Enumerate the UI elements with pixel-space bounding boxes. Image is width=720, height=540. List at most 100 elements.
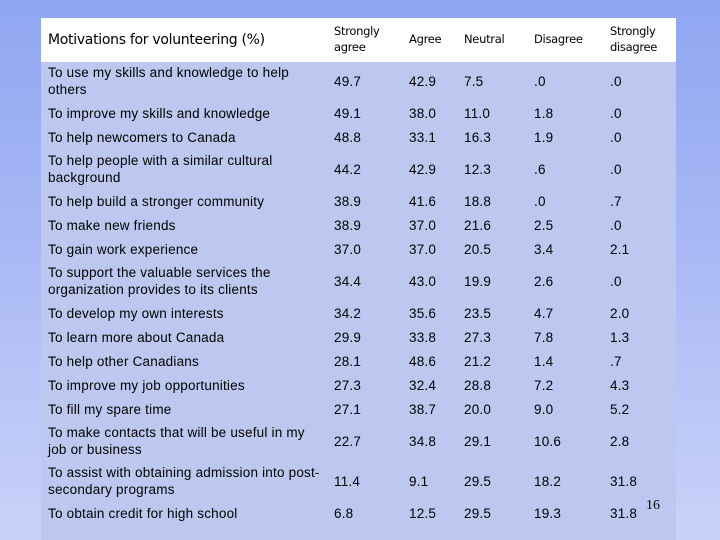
- table-row: To use my skills and knowledge to help o…: [41, 62, 676, 102]
- table-row: To obtain credit for high school 6.8 12.5 2…: [41, 502, 676, 526]
- neutral-cell: 19.9: [464, 273, 492, 289]
- header-cell-agree: Agree: [409, 32, 442, 47]
- agree-cell: 12.5: [409, 505, 437, 521]
- motivation-cell: To use my skills and knowledge to help o…: [48, 65, 289, 97]
- strongly-disagree-cell: 2.1: [610, 241, 630, 257]
- motivation-cell: To help newcomers to Canada: [48, 129, 236, 145]
- strongly-disagree-cell: .0: [610, 73, 622, 89]
- strongly-agree-cell: 38.9: [334, 217, 362, 233]
- strongly-agree-cell: 34.4: [334, 273, 362, 289]
- header-cell-strongly-disagree: Strongly disagree: [610, 24, 658, 54]
- neutral-cell: 21.2: [464, 353, 492, 369]
- neutral-cell: 21.6: [464, 217, 492, 233]
- strongly-agree-cell: 22.7: [334, 433, 362, 449]
- disagree-cell: 9.0: [534, 401, 554, 417]
- disagree-cell: 2.6: [534, 273, 554, 289]
- table-row: To help people with a similar cultural b…: [41, 150, 676, 190]
- neutral-cell: 29.1: [464, 433, 492, 449]
- neutral-cell: 29.5: [464, 505, 492, 521]
- motivation-cell: To obtain credit for high school: [48, 505, 238, 521]
- strongly-disagree-cell: .0: [610, 217, 622, 233]
- strongly-disagree-cell: 2.0: [610, 305, 630, 321]
- strongly-disagree-cell: .0: [610, 161, 622, 177]
- slide-panel: Motivations for volunteering (%) Strongl…: [41, 18, 676, 540]
- strongly-disagree-cell: .0: [610, 273, 622, 289]
- strongly-agree-cell: 49.1: [334, 105, 362, 121]
- disagree-cell: 3.4: [534, 241, 554, 257]
- strongly-agree-cell: 34.2: [334, 305, 362, 321]
- motivation-cell: To fill my spare time: [48, 401, 172, 417]
- strongly-agree-cell: 48.8: [334, 129, 362, 145]
- motivation-cell: To improve my skills and knowledge: [48, 105, 271, 121]
- page-number: 16: [646, 498, 660, 513]
- strongly-agree-cell: 38.9: [334, 193, 362, 209]
- motivation-cell: To gain work experience: [48, 241, 199, 257]
- header-cell-neutral: Neutral: [464, 32, 505, 47]
- strongly-disagree-cell: 31.8: [610, 473, 638, 489]
- agree-cell: 33.1: [409, 129, 437, 145]
- agree-cell: 35.6: [409, 305, 437, 321]
- agree-cell: 38.0: [409, 105, 437, 121]
- agree-cell: 9.1: [409, 473, 429, 489]
- agree-cell: 42.9: [409, 161, 437, 177]
- strongly-agree-cell: 28.1: [334, 353, 362, 369]
- neutral-cell: 7.5: [464, 73, 484, 89]
- strongly-disagree-cell: 2.8: [610, 433, 630, 449]
- table-row: To gain work experience 37.0 37.0 20.5 3.4 2.…: [41, 238, 676, 262]
- strongly-disagree-cell: 5.2: [610, 401, 630, 417]
- disagree-cell: 4.7: [534, 305, 554, 321]
- strongly-agree-cell: 37.0: [334, 241, 362, 257]
- strongly-disagree-cell: 1.3: [610, 329, 630, 345]
- strongly-agree-cell: 29.9: [334, 329, 362, 345]
- neutral-cell: 29.5: [464, 473, 492, 489]
- disagree-cell: 1.4: [534, 353, 554, 369]
- disagree-cell: 7.2: [534, 377, 554, 393]
- disagree-cell: 2.5: [534, 217, 554, 233]
- motivation-cell: To help build a stronger community: [48, 193, 265, 209]
- table-header-row: Motivations for volunteering (%) Strongl…: [41, 18, 676, 62]
- header-cell-strongly-agree: Strongly agree: [334, 24, 380, 54]
- motivation-cell: To support the valuable services the org…: [48, 265, 271, 297]
- neutral-cell: 28.8: [464, 377, 492, 393]
- motivation-cell: To develop my own interests: [48, 305, 224, 321]
- table-row: To fill my spare time 27.1 38.7 20.0 9.0 5.2: [41, 398, 676, 422]
- neutral-cell: 18.8: [464, 193, 492, 209]
- agree-cell: 33.8: [409, 329, 437, 345]
- agree-cell: 32.4: [409, 377, 437, 393]
- agree-cell: 41.6: [409, 193, 437, 209]
- strongly-disagree-cell: .0: [610, 129, 622, 145]
- strongly-disagree-cell: 4.3: [610, 377, 630, 393]
- table-row: To help newcomers to Canada 48.8 33.1 16.3 1…: [41, 126, 676, 150]
- table-body: To use my skills and knowledge to help o…: [41, 62, 676, 526]
- motivation-cell: To make contacts that will be useful in …: [48, 425, 305, 457]
- strongly-agree-cell: 27.3: [334, 377, 362, 393]
- neutral-cell: 20.0: [464, 401, 492, 417]
- motivation-cell: To improve my job opportunities: [48, 377, 245, 393]
- motivation-cell: To learn more about Canada: [48, 329, 225, 345]
- disagree-cell: .0: [534, 193, 546, 209]
- disagree-cell: 1.8: [534, 105, 554, 121]
- agree-cell: 37.0: [409, 241, 437, 257]
- disagree-cell: 1.9: [534, 129, 554, 145]
- motivation-cell: To make new friends: [48, 217, 176, 233]
- agree-cell: 42.9: [409, 73, 437, 89]
- strongly-agree-cell: 27.1: [334, 401, 362, 417]
- neutral-cell: 20.5: [464, 241, 492, 257]
- disagree-cell: 18.2: [534, 473, 562, 489]
- neutral-cell: 12.3: [464, 161, 492, 177]
- disagree-cell: 10.6: [534, 433, 562, 449]
- strongly-disagree-cell: .7: [610, 353, 622, 369]
- strongly-disagree-cell: .7: [610, 193, 622, 209]
- disagree-cell: .0: [534, 73, 546, 89]
- table-row: To improve my job opportunities 27.3 32.4 2…: [41, 374, 676, 398]
- strongly-agree-cell: 11.4: [334, 473, 361, 489]
- table-row: To support the valuable services the org…: [41, 262, 676, 302]
- motivation-cell: To help other Canadians: [48, 353, 199, 369]
- disagree-cell: 19.3: [534, 505, 562, 521]
- motivations-table: Motivations for volunteering (%) Strongl…: [41, 18, 676, 526]
- disagree-cell: 7.8: [534, 329, 554, 345]
- header-cell-disagree: Disagree: [534, 32, 583, 47]
- table-row: To improve my skills and knowledge 49.1 38…: [41, 102, 676, 126]
- table-row: To help build a stronger community 38.9 41…: [41, 190, 676, 214]
- neutral-cell: 16.3: [464, 129, 492, 145]
